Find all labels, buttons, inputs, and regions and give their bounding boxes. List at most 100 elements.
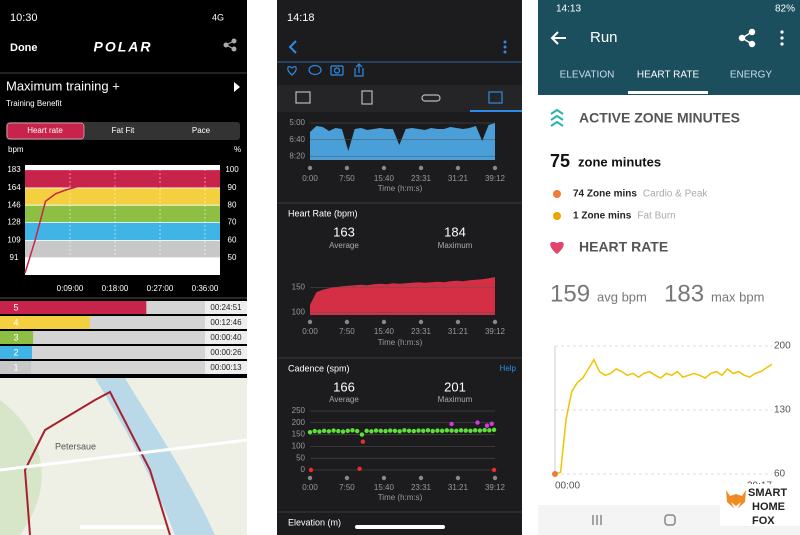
- background: [277, 0, 522, 535]
- tab[interactable]: Fat Fit: [112, 126, 135, 135]
- avg-label: avg bpm: [597, 289, 647, 304]
- point: [421, 428, 426, 434]
- point: [482, 427, 487, 433]
- x-tick: [455, 165, 461, 171]
- share-icon[interactable]: [223, 38, 237, 52]
- logo-text: HOME: [752, 501, 785, 513]
- tab-bar: [277, 85, 522, 112]
- zone-bar: [30, 331, 34, 344]
- zone-minutes-value: 75: [550, 151, 570, 171]
- point: [411, 428, 417, 434]
- zone-band: [25, 205, 220, 223]
- point: [392, 428, 398, 434]
- x-tick-label: 31:21: [448, 174, 469, 183]
- tab-icons[interactable]: [295, 90, 503, 105]
- azm-icon: [550, 108, 564, 127]
- point: [397, 429, 402, 434]
- x-tick-label: 23:31: [411, 483, 432, 492]
- zone-row-bg: [0, 331, 205, 344]
- x-tick: [344, 319, 350, 325]
- zone-time-bg: [205, 316, 247, 329]
- x-tick-label: 0:27:00: [147, 284, 174, 293]
- title: Maximum training +: [6, 78, 120, 93]
- y-tick-label: 200: [774, 341, 791, 352]
- x-tick: [381, 319, 387, 325]
- zone-dot: [553, 212, 561, 220]
- done-button[interactable]: Done: [10, 42, 38, 54]
- x-tick: [307, 475, 313, 481]
- x-tick-label: 15:40: [374, 174, 395, 183]
- point: [307, 430, 313, 435]
- action-icons[interactable]: [287, 63, 364, 77]
- tab[interactable]: ELEVATION: [560, 70, 615, 81]
- help-link[interactable]: Help: [500, 364, 517, 373]
- y2-tick-label: 60: [228, 236, 237, 245]
- zone-dot: [553, 190, 561, 198]
- point: [354, 428, 360, 434]
- zone-value: 1 Zone mins: [573, 211, 632, 222]
- tab[interactable]: ENERGY: [730, 70, 773, 81]
- home-indicator: [355, 525, 445, 529]
- x-tick: [492, 475, 498, 481]
- zone-time: 00:00:26: [210, 348, 242, 357]
- expand-icon[interactable]: [234, 82, 240, 92]
- back-button[interactable]: [550, 31, 566, 45]
- x-tick: [344, 165, 350, 171]
- y-tick-label: 8:20: [289, 151, 305, 160]
- back-button[interactable]: [288, 40, 297, 54]
- y-tick-label: 150: [292, 282, 306, 291]
- point: [383, 428, 388, 434]
- tab[interactable]: Pace: [192, 126, 211, 135]
- y-tick-label: 250: [292, 406, 306, 415]
- menu-button[interactable]: [780, 30, 784, 46]
- tab[interactable]: HEART RATE: [637, 70, 700, 81]
- x-tick: [418, 165, 424, 171]
- logo: POLAR: [94, 39, 153, 55]
- x-tick: [381, 165, 387, 171]
- x-axis-label: Time (h:m:s): [378, 184, 423, 193]
- start-dot: [552, 471, 558, 477]
- y-tick-label: 164: [7, 183, 21, 192]
- menu-button[interactable]: [503, 40, 507, 54]
- tab[interactable]: Heart rate: [27, 126, 63, 135]
- x-tick: [344, 475, 350, 481]
- point: [444, 428, 450, 433]
- status-battery: 82%: [775, 4, 795, 15]
- max-label: max bpm: [711, 289, 764, 304]
- x-tick-label: 39:12: [485, 483, 506, 492]
- zone-label-bg: [0, 346, 30, 359]
- max-value: 183: [664, 280, 704, 307]
- stat-value: 184: [444, 224, 466, 239]
- point: [454, 428, 459, 434]
- zone-number: 2: [13, 347, 18, 357]
- x-tick-label: 0:09:00: [57, 284, 84, 293]
- y2-axis-label: %: [234, 145, 241, 154]
- heart-icon: [550, 241, 564, 254]
- x-tick: [492, 319, 498, 325]
- x-tick: [418, 475, 424, 481]
- point: [321, 428, 327, 434]
- zone-bar: [30, 316, 90, 329]
- map-label: Petersaue: [55, 441, 96, 451]
- x-tick-label: 31:21: [448, 483, 469, 492]
- zone-number: 1: [13, 362, 18, 372]
- point: [369, 429, 374, 434]
- y-tick-label: 130: [774, 405, 791, 416]
- zone-label: Fat Burn: [637, 211, 675, 222]
- point: [350, 428, 355, 433]
- x-tick: [455, 475, 461, 481]
- x-tick-label: 23:31: [411, 327, 432, 336]
- share-icon[interactable]: [738, 28, 756, 48]
- x-tick-label: 0:36:00: [192, 284, 219, 293]
- point: [489, 421, 494, 426]
- map: Petersaue: [0, 378, 248, 535]
- area: [310, 277, 495, 315]
- y-tick-label: 100: [292, 442, 306, 451]
- y2-tick-label: 50: [228, 253, 237, 262]
- x-tick-label: 31:21: [448, 327, 469, 336]
- zone-band: [25, 240, 220, 258]
- x-axis-label: Time (h:m:s): [378, 338, 423, 347]
- active-tab[interactable]: [6, 122, 85, 140]
- point: [458, 428, 464, 433]
